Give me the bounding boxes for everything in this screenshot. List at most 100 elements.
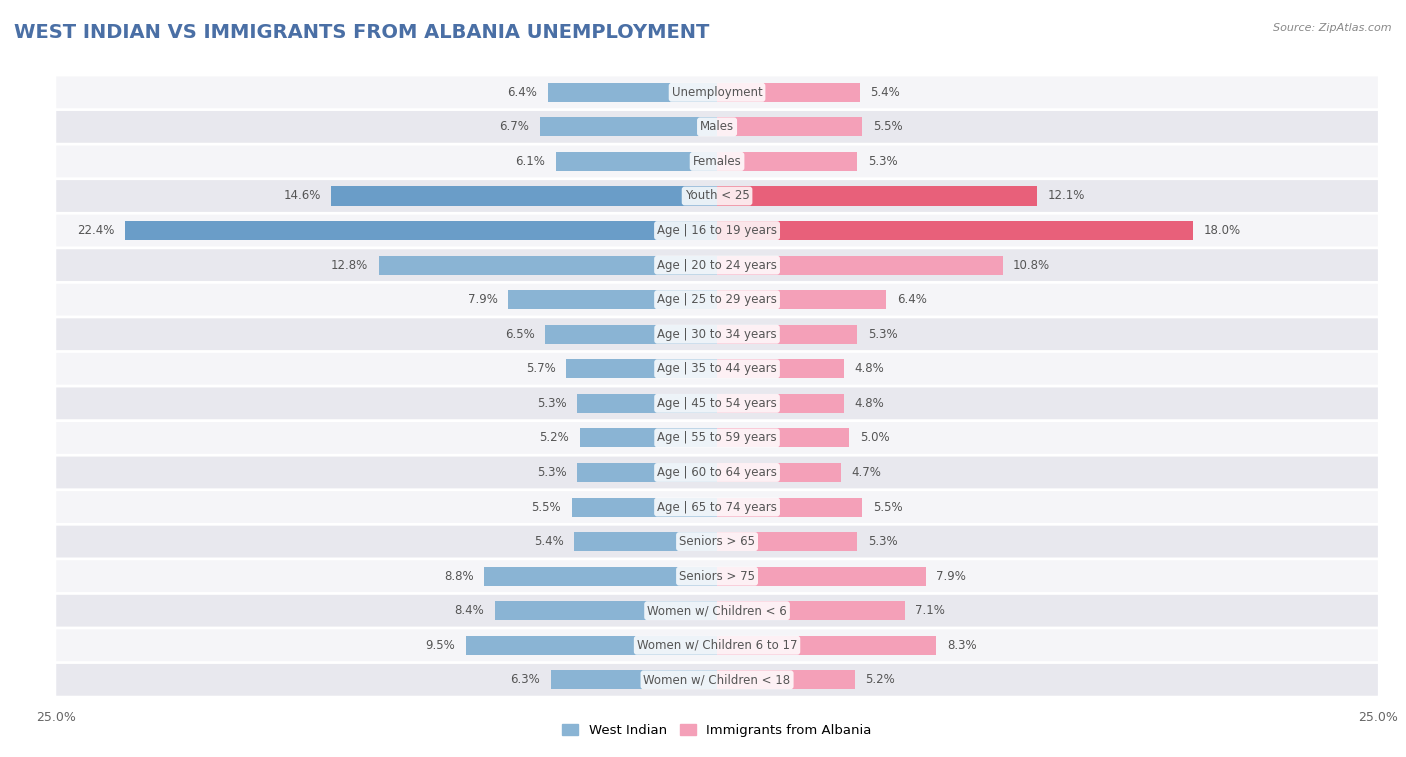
Text: Age | 55 to 59 years: Age | 55 to 59 years <box>657 431 778 444</box>
FancyBboxPatch shape <box>56 525 1378 557</box>
Text: 14.6%: 14.6% <box>283 189 321 202</box>
Text: Women w/ Children < 18: Women w/ Children < 18 <box>644 673 790 687</box>
Bar <box>546 325 717 344</box>
FancyBboxPatch shape <box>56 422 1378 453</box>
Bar <box>717 256 1002 275</box>
Bar <box>717 360 844 378</box>
Text: 6.4%: 6.4% <box>508 86 537 99</box>
Bar <box>717 221 1192 240</box>
FancyBboxPatch shape <box>56 111 1378 143</box>
Text: 5.4%: 5.4% <box>870 86 900 99</box>
Bar <box>572 497 717 516</box>
Text: 6.5%: 6.5% <box>505 328 534 341</box>
Text: 9.5%: 9.5% <box>426 639 456 652</box>
Bar <box>576 463 717 482</box>
Bar <box>378 256 717 275</box>
Text: 8.3%: 8.3% <box>948 639 977 652</box>
FancyBboxPatch shape <box>56 388 1378 419</box>
Bar <box>574 532 717 551</box>
Text: Age | 20 to 24 years: Age | 20 to 24 years <box>657 259 778 272</box>
Text: 22.4%: 22.4% <box>77 224 114 237</box>
FancyBboxPatch shape <box>56 249 1378 281</box>
Text: Age | 35 to 44 years: Age | 35 to 44 years <box>657 363 778 375</box>
FancyBboxPatch shape <box>56 629 1378 661</box>
Text: Age | 25 to 29 years: Age | 25 to 29 years <box>657 293 778 306</box>
FancyBboxPatch shape <box>56 595 1378 627</box>
Text: Women w/ Children < 6: Women w/ Children < 6 <box>647 604 787 617</box>
Text: 7.9%: 7.9% <box>936 570 966 583</box>
Text: 6.1%: 6.1% <box>516 155 546 168</box>
Text: Females: Females <box>693 155 741 168</box>
Text: 4.8%: 4.8% <box>855 397 884 410</box>
Bar <box>717 601 904 620</box>
FancyBboxPatch shape <box>56 145 1378 177</box>
Bar <box>332 186 717 205</box>
Bar <box>555 152 717 171</box>
Bar <box>551 670 717 690</box>
Bar <box>717 83 860 102</box>
Text: Source: ZipAtlas.com: Source: ZipAtlas.com <box>1274 23 1392 33</box>
Legend: West Indian, Immigrants from Albania: West Indian, Immigrants from Albania <box>557 718 877 742</box>
Text: 4.7%: 4.7% <box>852 466 882 479</box>
Text: Age | 45 to 54 years: Age | 45 to 54 years <box>657 397 778 410</box>
Text: Age | 65 to 74 years: Age | 65 to 74 years <box>657 500 778 513</box>
Text: 6.7%: 6.7% <box>499 120 530 133</box>
Bar <box>125 221 717 240</box>
Text: 6.3%: 6.3% <box>510 673 540 687</box>
FancyBboxPatch shape <box>56 664 1378 696</box>
Bar <box>717 497 862 516</box>
Bar <box>465 636 717 655</box>
Text: 5.5%: 5.5% <box>873 120 903 133</box>
Text: 5.2%: 5.2% <box>540 431 569 444</box>
Text: 5.0%: 5.0% <box>860 431 890 444</box>
Bar <box>717 463 841 482</box>
Bar <box>717 117 862 136</box>
Text: Unemployment: Unemployment <box>672 86 762 99</box>
Text: Seniors > 65: Seniors > 65 <box>679 535 755 548</box>
Text: 8.4%: 8.4% <box>454 604 485 617</box>
Text: 7.1%: 7.1% <box>915 604 945 617</box>
FancyBboxPatch shape <box>56 284 1378 316</box>
Bar <box>548 83 717 102</box>
Bar <box>717 636 936 655</box>
Bar <box>508 290 717 309</box>
Bar <box>717 428 849 447</box>
FancyBboxPatch shape <box>56 491 1378 523</box>
Text: 6.4%: 6.4% <box>897 293 927 306</box>
Text: 5.3%: 5.3% <box>868 328 897 341</box>
Text: 7.9%: 7.9% <box>468 293 498 306</box>
Text: 5.5%: 5.5% <box>873 500 903 513</box>
Text: 18.0%: 18.0% <box>1204 224 1240 237</box>
Text: WEST INDIAN VS IMMIGRANTS FROM ALBANIA UNEMPLOYMENT: WEST INDIAN VS IMMIGRANTS FROM ALBANIA U… <box>14 23 710 42</box>
Text: 5.3%: 5.3% <box>868 155 897 168</box>
Bar <box>576 394 717 413</box>
Bar <box>567 360 717 378</box>
Text: 8.8%: 8.8% <box>444 570 474 583</box>
Text: Age | 16 to 19 years: Age | 16 to 19 years <box>657 224 778 237</box>
Bar <box>485 567 717 586</box>
Bar <box>717 325 858 344</box>
Text: 5.4%: 5.4% <box>534 535 564 548</box>
Bar <box>717 567 927 586</box>
FancyBboxPatch shape <box>56 456 1378 488</box>
FancyBboxPatch shape <box>56 560 1378 592</box>
Text: 5.3%: 5.3% <box>537 397 567 410</box>
Text: 4.8%: 4.8% <box>855 363 884 375</box>
Text: 12.8%: 12.8% <box>330 259 368 272</box>
FancyBboxPatch shape <box>56 180 1378 212</box>
Text: 5.7%: 5.7% <box>526 363 555 375</box>
Text: Age | 30 to 34 years: Age | 30 to 34 years <box>657 328 778 341</box>
FancyBboxPatch shape <box>56 76 1378 108</box>
Text: 10.8%: 10.8% <box>1014 259 1050 272</box>
Text: Age | 60 to 64 years: Age | 60 to 64 years <box>657 466 778 479</box>
Bar <box>540 117 717 136</box>
Bar <box>717 670 855 690</box>
Text: Youth < 25: Youth < 25 <box>685 189 749 202</box>
FancyBboxPatch shape <box>56 319 1378 350</box>
Text: 12.1%: 12.1% <box>1047 189 1085 202</box>
Text: 5.5%: 5.5% <box>531 500 561 513</box>
Bar <box>495 601 717 620</box>
Text: 5.2%: 5.2% <box>865 673 894 687</box>
FancyBboxPatch shape <box>56 215 1378 247</box>
Bar <box>717 186 1036 205</box>
